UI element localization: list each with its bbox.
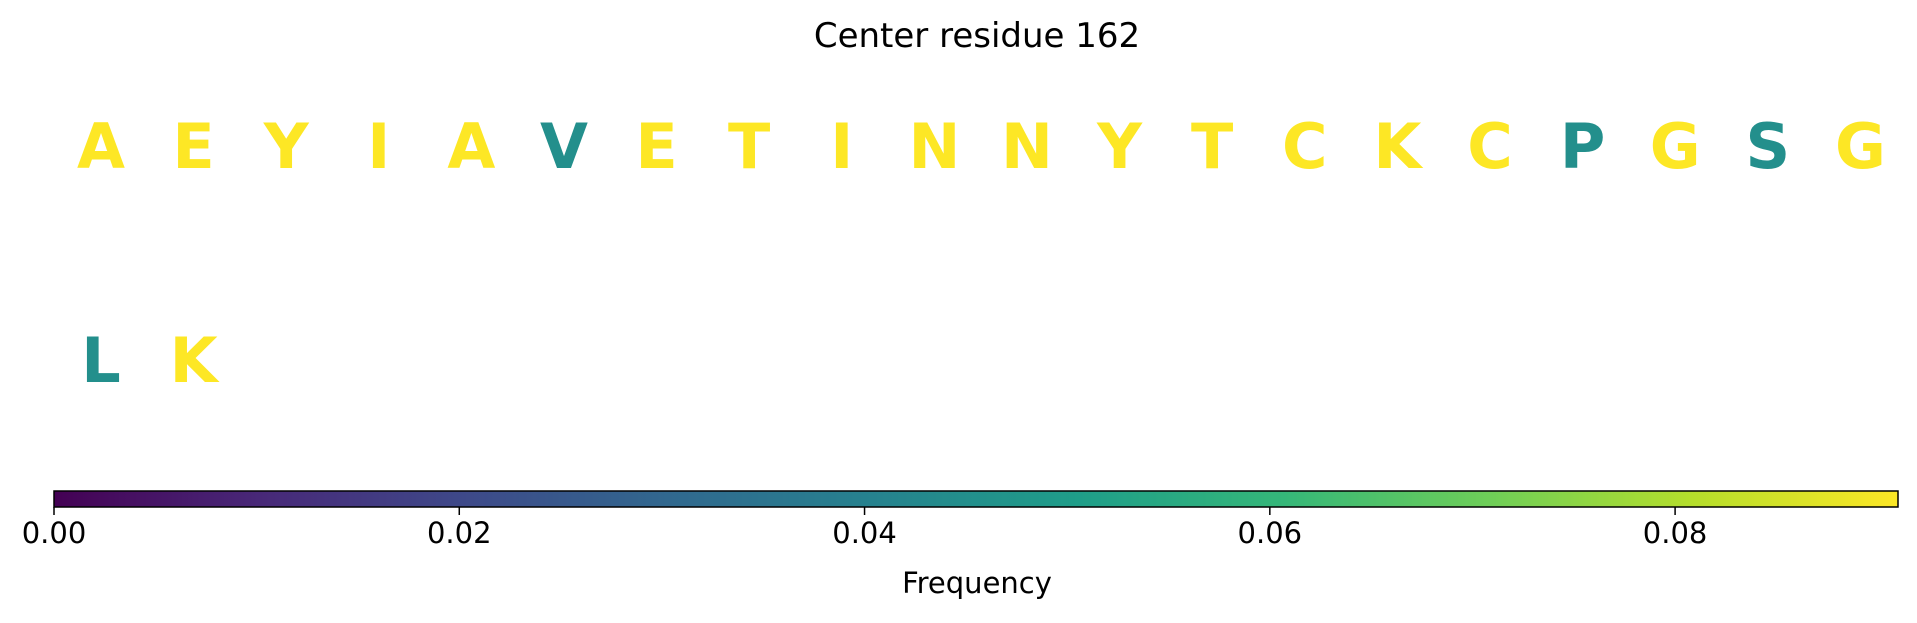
- residue-letter: T: [728, 110, 770, 183]
- colorbar-ticks: 0.00 0.02 0.04 0.06 0.08: [22, 507, 1708, 550]
- residue-letter: L: [81, 324, 121, 397]
- residue-letter: C: [1467, 110, 1513, 183]
- residue-letter: V: [540, 110, 588, 183]
- residue-letter: I: [830, 110, 853, 183]
- residue-letter: N: [1001, 110, 1053, 183]
- chart-title: Center residue 162: [814, 16, 1140, 56]
- colorbar: 0.00 0.02 0.04 0.06 0.08 Frequency: [22, 490, 1899, 600]
- colorbar-tick-label: 0.08: [1643, 516, 1708, 550]
- colorbar-tick-label: 0.02: [427, 516, 492, 550]
- residue-letter: K: [1373, 110, 1423, 183]
- residue-letter: T: [1191, 110, 1233, 183]
- residue-letters: A E Y I A V E T I N N Y T C K C P G S GL K: [77, 110, 1886, 397]
- colorbar-label: Frequency: [902, 566, 1052, 600]
- colorbar-gradient: [54, 491, 1898, 507]
- residue-letter: G: [1835, 110, 1886, 183]
- colorbar-tick-label: 0.04: [832, 516, 897, 550]
- colorbar-tick-label: 0.06: [1238, 516, 1303, 550]
- residue-letter: E: [635, 110, 677, 183]
- residue-letter: Y: [1096, 110, 1143, 183]
- colorbar-frame: [53, 490, 1899, 508]
- residue-letter: G: [1650, 110, 1701, 183]
- residue-letter: E: [172, 110, 214, 183]
- residue-letter: S: [1745, 110, 1790, 183]
- residue-letter: A: [77, 110, 125, 183]
- residue-letter: P: [1560, 110, 1605, 183]
- residue-letter: K: [170, 324, 220, 397]
- residue-letter: N: [908, 110, 960, 183]
- residue-letter: C: [1282, 110, 1328, 183]
- residue-letter: Y: [263, 110, 310, 183]
- residue-letter: A: [447, 110, 495, 183]
- colorbar-tick-label: 0.00: [22, 516, 87, 550]
- residue-letter: I: [367, 110, 390, 183]
